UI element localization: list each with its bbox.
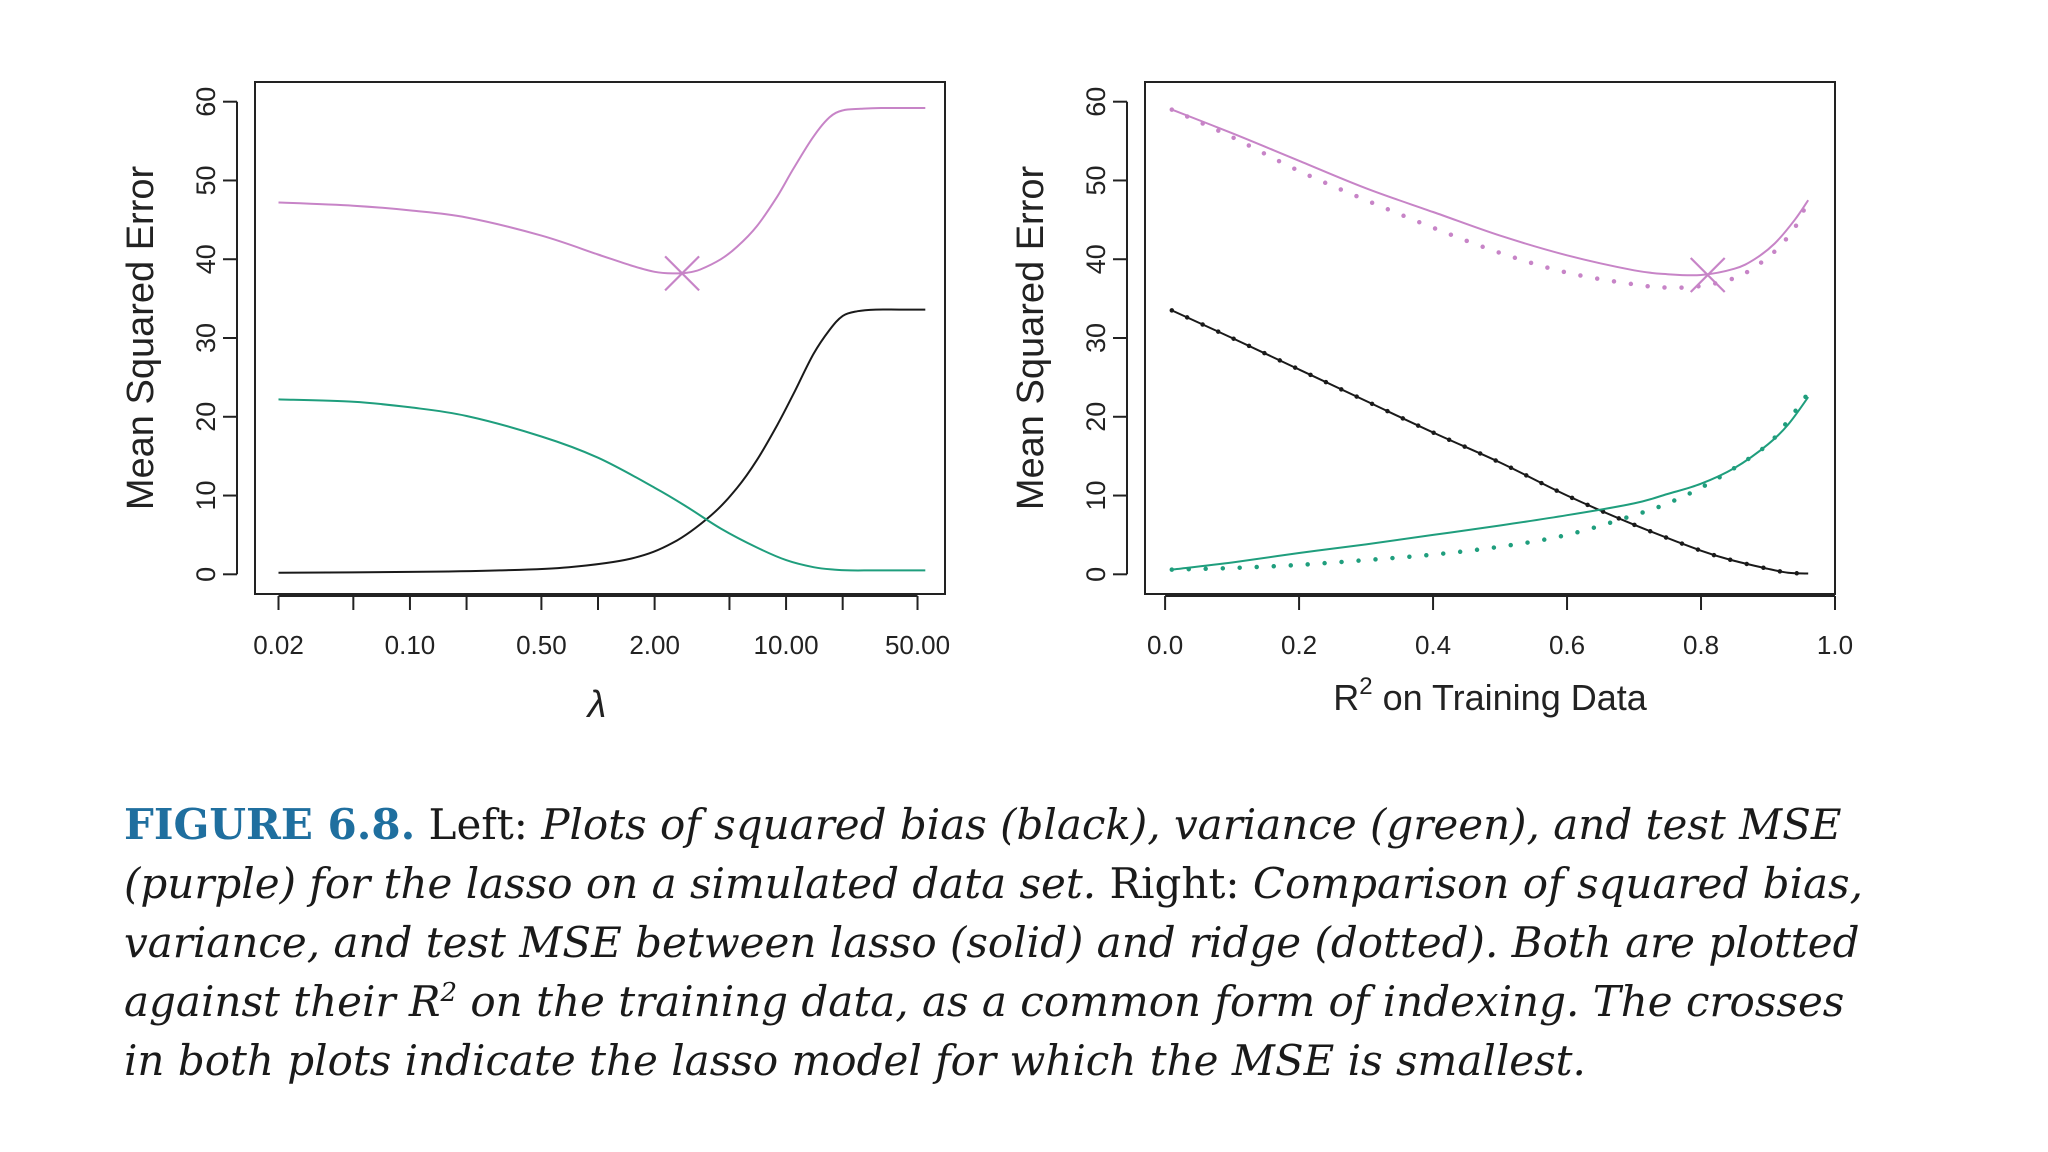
y-tick-label: 40 xyxy=(1081,244,1111,274)
x-tick-label: 0.8 xyxy=(1683,630,1719,660)
right-x-axis-label-r: R xyxy=(1333,677,1359,718)
x-tick-label: 0.50 xyxy=(516,630,567,660)
right-markers xyxy=(1689,257,1726,293)
series-ridge-squared-bias xyxy=(1169,308,1811,576)
x-tick-label: 2.00 xyxy=(629,630,680,660)
right-series xyxy=(1169,107,1811,576)
x-tick-label: 1.0 xyxy=(1817,630,1853,660)
x-tick-label: 0.2 xyxy=(1281,630,1317,660)
series-squared-bias xyxy=(278,308,926,574)
y-tick-label: 50 xyxy=(191,165,221,195)
y-tick-label: 10 xyxy=(1081,481,1111,511)
caption-left-text: Plots of squared bias (black), variance … xyxy=(124,800,1842,908)
right-y-axis: 0 10 20 30 40 50 60 xyxy=(1081,87,1128,582)
right-x-axis-label-sup: 2 xyxy=(1359,673,1372,700)
y-tick-label: 50 xyxy=(1081,165,1111,195)
right-y-axis-label: Mean Squared Error xyxy=(1010,166,1052,511)
series-lasso-squared-bias xyxy=(1171,309,1809,575)
series-lasso-test-mse xyxy=(1171,108,1810,277)
y-tick-label: 30 xyxy=(1081,323,1111,353)
left-y-axis-label: Mean Squared Error xyxy=(120,166,162,511)
y-tick-label: 10 xyxy=(191,481,221,511)
x-tick-label: 0.4 xyxy=(1415,630,1451,660)
right-x-axis-label: R2 on Training Data xyxy=(1333,673,1648,718)
caption-right-word: Right: xyxy=(1096,859,1253,908)
x-tick-label: 0.02 xyxy=(253,630,304,660)
y-tick-label: 0 xyxy=(191,567,221,582)
figure-label: FIGURE 6.8. xyxy=(124,800,416,849)
figure-caption: FIGURE 6.8. Left: Plots of squared bias … xyxy=(124,795,1884,1090)
x-tick-label: 50.00 xyxy=(885,630,950,660)
right-plot-frame xyxy=(1144,81,1836,595)
caption-right-text-1: Comparison of squared bias, variance, an… xyxy=(124,859,1863,1026)
left-y-axis: 0 10 20 30 40 50 60 xyxy=(191,87,238,582)
series-test-mse xyxy=(278,106,926,275)
series-lasso-variance xyxy=(1171,396,1810,571)
y-tick-label: 0 xyxy=(1081,567,1111,582)
right-panel: 0 10 20 30 40 50 60 0.0 0.2 0.4 0.6 0.8 1.0 Mean Sq… xyxy=(1010,81,1853,718)
y-tick-label: 60 xyxy=(191,87,221,117)
series-ridge-variance xyxy=(1169,390,1811,572)
min-mse-cross-marker xyxy=(1689,257,1726,293)
right-x-axis-label-rest: on Training Data xyxy=(1373,677,1648,718)
series-ridge-test-mse xyxy=(1169,107,1811,290)
series-variance xyxy=(278,398,926,572)
y-tick-label: 60 xyxy=(1081,87,1111,117)
x-tick-label: 10.00 xyxy=(754,630,819,660)
caption-right-sup: 2 xyxy=(440,978,458,1008)
left-x-axis: 0.02 0.10 0.50 2.00 10.00 50.00 xyxy=(253,595,950,660)
caption-right-text-2: on the training data, as a common form o… xyxy=(124,977,1845,1085)
left-plot-frame xyxy=(254,81,946,595)
x-tick-label: 0.10 xyxy=(385,630,436,660)
left-x-axis-label: λ xyxy=(586,684,607,726)
left-panel: 0 10 20 30 40 50 60 0.02 0.10 0.50 2.00 10.00 50.00… xyxy=(120,81,950,726)
min-mse-cross-marker xyxy=(664,255,700,292)
y-tick-label: 40 xyxy=(191,244,221,274)
caption-left-word: Left: xyxy=(415,800,542,849)
y-tick-label: 20 xyxy=(1081,402,1111,432)
x-tick-label: 0.0 xyxy=(1147,630,1183,660)
left-markers xyxy=(664,255,700,292)
left-series xyxy=(278,106,926,574)
right-x-axis: 0.0 0.2 0.4 0.6 0.8 1.0 xyxy=(1147,595,1853,660)
y-tick-label: 20 xyxy=(191,402,221,432)
x-tick-label: 0.6 xyxy=(1549,630,1585,660)
y-tick-label: 30 xyxy=(191,323,221,353)
